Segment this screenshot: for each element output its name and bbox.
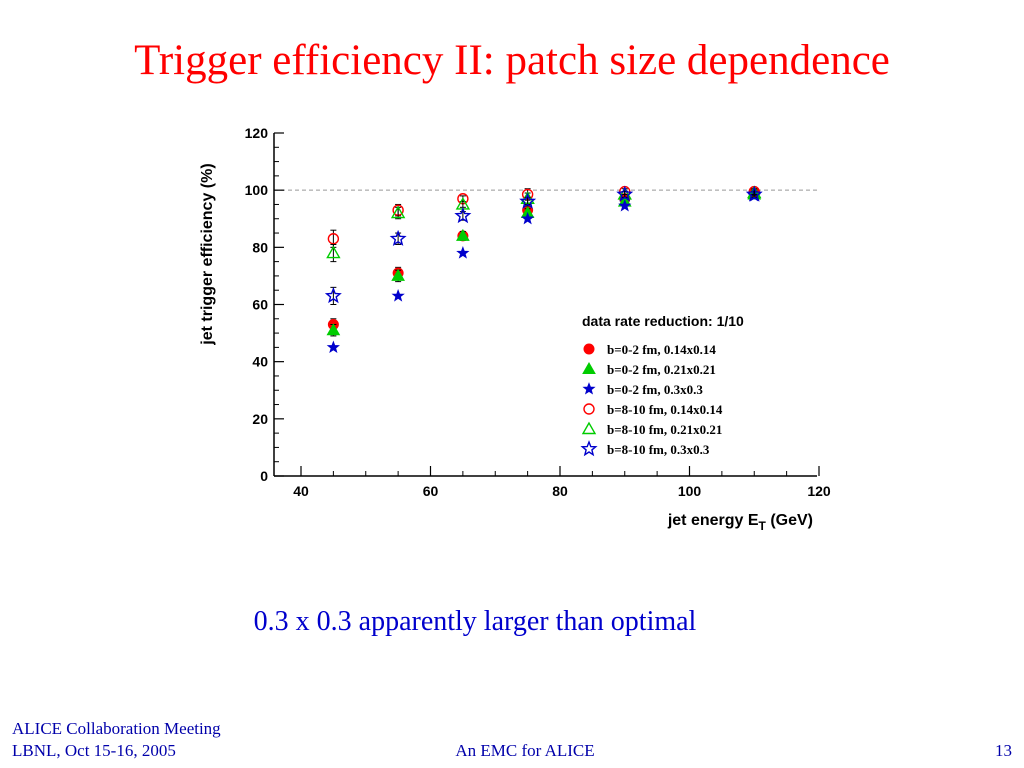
footer-meeting: ALICE Collaboration Meeting LBNL, Oct 15… bbox=[12, 718, 221, 762]
legend-marker bbox=[582, 361, 596, 374]
legend-marker bbox=[583, 403, 595, 415]
efficiency-chart: 0 20 40 60 80 100 120 40 60 80 100 120 jet trigger e… bbox=[199, 125, 831, 533]
x-tick-label: 120 bbox=[807, 483, 831, 499]
plot-area bbox=[274, 133, 817, 476]
legend-marker bbox=[580, 440, 598, 457]
footer-meeting-name: ALICE Collaboration Meeting bbox=[12, 719, 221, 738]
y-axis-label: jet trigger efficiency (%) bbox=[199, 163, 216, 345]
series-6 bbox=[324, 185, 763, 305]
data-point bbox=[454, 206, 472, 224]
data-point bbox=[326, 245, 341, 259]
legend-label: b=0-2 fm, 0.3x0.3 bbox=[607, 382, 703, 397]
data-point bbox=[745, 185, 763, 202]
legend: data rate reduction: 1/10 b=0-2 fm, 0.14x… bbox=[580, 313, 744, 457]
y-tick-label: 0 bbox=[260, 468, 268, 484]
slide-title: Trigger efficiency II: patch size depend… bbox=[134, 37, 890, 84]
data-point bbox=[521, 211, 535, 225]
y-tick-label: 120 bbox=[245, 125, 269, 141]
data-point bbox=[618, 198, 632, 212]
data-point bbox=[617, 187, 632, 200]
legend-label: b=0-2 fm, 0.14x0.14 bbox=[607, 342, 716, 357]
data-point bbox=[391, 268, 405, 281]
y-tick-label: 80 bbox=[252, 239, 268, 255]
data-point bbox=[326, 323, 341, 336]
x-axis-label: jet energy ET (GeV) bbox=[667, 512, 813, 533]
legend-title: data rate reduction: 1/10 bbox=[582, 313, 744, 329]
data-point bbox=[327, 233, 340, 245]
data-point bbox=[519, 192, 537, 209]
y-tick-label: 100 bbox=[245, 182, 269, 198]
footer-talk-title: An EMC for ALICE bbox=[455, 741, 595, 760]
legend-label: b=8-10 fm, 0.3x0.3 bbox=[607, 442, 710, 457]
legend-marker bbox=[581, 421, 597, 435]
data-point bbox=[391, 288, 405, 302]
data-point bbox=[324, 286, 342, 304]
data-point bbox=[616, 185, 634, 202]
data-point bbox=[326, 340, 340, 353]
footer-meeting-place-date: LBNL, Oct 15-16, 2005 bbox=[12, 741, 176, 760]
legend-label: b=8-10 fm, 0.14x0.14 bbox=[607, 402, 723, 417]
legend-label: b=8-10 fm, 0.21x0.21 bbox=[607, 422, 722, 437]
x-axis-label-subscript: T bbox=[759, 519, 767, 533]
data-point bbox=[456, 246, 470, 259]
x-tick-label: 100 bbox=[678, 483, 702, 499]
legend-label: b=0-2 fm, 0.21x0.21 bbox=[607, 362, 716, 377]
data-point bbox=[389, 229, 407, 246]
y-tick-label: 60 bbox=[252, 297, 268, 313]
data-point bbox=[456, 228, 470, 241]
legend-marker bbox=[582, 382, 596, 395]
legend-marker bbox=[583, 343, 595, 355]
x-axis-label-text: jet energy E bbox=[667, 512, 759, 529]
x-axis-label-unit: (GeV) bbox=[766, 512, 813, 529]
data-point bbox=[390, 205, 406, 219]
y-tick-label: 40 bbox=[252, 354, 268, 370]
x-tick-label: 60 bbox=[423, 483, 439, 499]
x-tick-label: 40 bbox=[293, 483, 309, 499]
slide-caption: 0.3 x 0.3 apparently larger than optimal bbox=[253, 606, 697, 637]
x-tick-label: 80 bbox=[552, 483, 568, 499]
y-tick-label: 20 bbox=[252, 411, 268, 427]
page-number: 13 bbox=[995, 741, 1012, 760]
